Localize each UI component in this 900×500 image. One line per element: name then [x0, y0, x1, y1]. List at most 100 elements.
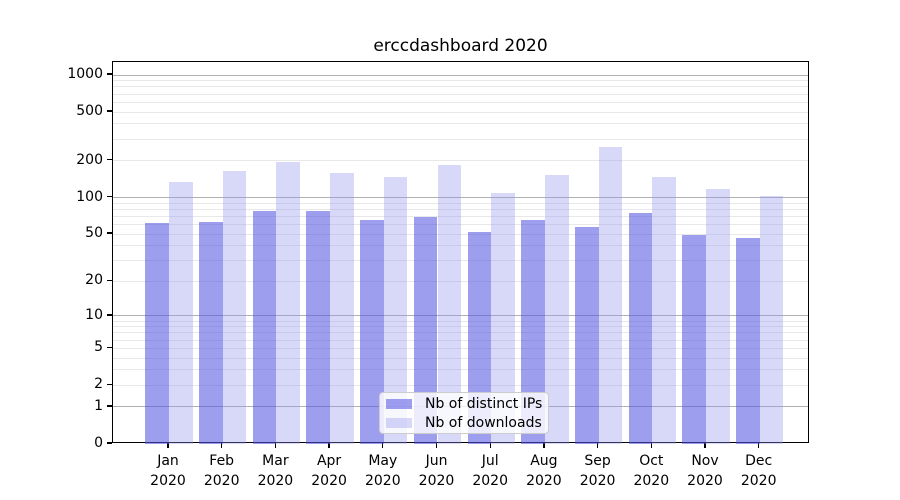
minor-gridline — [113, 280, 808, 282]
minor-gridline — [113, 80, 808, 82]
y-tick-label: 200 — [76, 151, 103, 168]
minor-gridline — [113, 160, 808, 162]
y-tick-label: 500 — [76, 103, 103, 120]
minor-gridline — [113, 347, 808, 349]
x-tick-mark — [328, 443, 330, 448]
bar-distinct-ips — [199, 221, 223, 444]
y-tick-label: 50 — [85, 225, 103, 242]
major-gridline — [113, 197, 808, 199]
y-tick-label: 0 — [94, 435, 103, 451]
y-tick-mark — [107, 405, 112, 407]
x-tick-label: Sep 2020 — [579, 453, 616, 489]
bar-downloads — [652, 177, 676, 444]
y-tick-mark — [107, 110, 112, 112]
x-tick-label: Nov 2020 — [687, 453, 723, 489]
chart-title: erccdashboard 2020 — [373, 36, 548, 56]
minor-gridline — [113, 123, 808, 125]
y-tick-label: 10 — [85, 306, 103, 323]
bar-downloads — [544, 175, 569, 444]
x-tick-mark — [274, 443, 277, 448]
minor-gridline — [113, 260, 808, 262]
bar-downloads — [706, 188, 730, 444]
bar-downloads — [383, 177, 408, 444]
y-tick-mark — [107, 383, 112, 385]
x-tick-label: May 2020 — [364, 453, 401, 489]
x-tick-label: Apr 2020 — [311, 453, 347, 489]
x-tick-label: Aug 2020 — [526, 453, 562, 489]
legend-swatch-distinct-ips-icon — [386, 398, 412, 409]
legend: Nb of distinct IPs Nb of downloads — [379, 392, 549, 434]
minor-gridline — [113, 384, 808, 386]
major-gridline — [113, 74, 808, 76]
y-tick-mark — [107, 279, 112, 282]
bar-distinct-ips — [521, 220, 545, 444]
bar-distinct-ips — [628, 213, 653, 444]
minor-gridline — [113, 101, 808, 103]
x-tick-mark — [221, 443, 223, 448]
minor-gridline — [113, 215, 808, 217]
major-gridline — [113, 315, 808, 317]
minor-gridline — [113, 326, 808, 328]
y-tick-label: 20 — [85, 272, 103, 289]
y-tick-label: 5 — [94, 339, 103, 356]
bar-distinct-ips — [574, 227, 599, 444]
x-tick-label: Feb 2020 — [203, 453, 240, 489]
y-tick-label: 1 — [94, 397, 103, 414]
x-tick-mark — [704, 443, 706, 448]
x-tick-label: Jun 2020 — [418, 453, 455, 489]
y-tick-mark — [107, 73, 112, 75]
minor-gridline — [113, 357, 808, 359]
gridlines-layer — [113, 62, 808, 442]
legend-label: Nb of downloads — [425, 414, 542, 431]
minor-gridline — [113, 369, 808, 371]
x-tick-mark — [650, 443, 652, 448]
bar-distinct-ips — [413, 217, 438, 444]
x-tick-label: Oct 2020 — [633, 453, 670, 489]
x-tick-mark — [382, 443, 384, 448]
x-tick-mark — [435, 443, 438, 448]
y-tick-mark — [107, 159, 112, 161]
x-tick-label: Jul 2020 — [472, 453, 508, 489]
minor-gridline — [113, 138, 808, 140]
y-tick-mark — [107, 232, 112, 234]
bar-downloads — [437, 165, 462, 444]
bar-downloads — [598, 146, 623, 444]
legend-label: Nb of distinct IPs — [425, 395, 543, 412]
minor-gridline — [113, 86, 808, 88]
bar-downloads — [169, 182, 193, 444]
bar-downloads — [222, 171, 247, 444]
minor-gridline — [113, 93, 808, 95]
minor-gridline — [113, 208, 808, 210]
legend-item: Nb of distinct IPs — [386, 395, 543, 412]
minor-gridline — [113, 111, 808, 113]
minor-gridline — [113, 233, 808, 235]
bar-distinct-ips — [467, 231, 492, 444]
y-tick-label: 100 — [76, 188, 103, 205]
bar-downloads — [491, 193, 515, 444]
y-tick-label: 2 — [94, 376, 103, 393]
legend-item: Nb of downloads — [386, 414, 542, 431]
bar-distinct-ips — [252, 210, 277, 444]
x-tick-label: Mar 2020 — [257, 453, 294, 489]
x-tick-mark — [758, 443, 760, 448]
bar-downloads — [330, 173, 354, 444]
minor-gridline — [113, 202, 808, 204]
legend-swatch-downloads-icon — [386, 417, 412, 428]
y-tick-mark — [107, 195, 112, 198]
bar-distinct-ips — [736, 238, 760, 444]
bar-distinct-ips — [306, 211, 331, 444]
bar-distinct-ips — [145, 222, 169, 444]
minor-gridline — [113, 320, 808, 322]
minor-gridline — [113, 245, 808, 247]
minor-gridline — [113, 223, 808, 225]
plot-area — [112, 61, 809, 444]
x-tick-mark — [167, 443, 169, 448]
y-tick-label: 1000 — [67, 66, 103, 83]
bars-layer — [113, 62, 808, 444]
minor-gridline — [113, 339, 808, 341]
x-tick-mark — [489, 443, 491, 448]
minor-gridline — [113, 332, 808, 334]
x-tick-mark — [543, 443, 545, 448]
bar-downloads — [759, 195, 784, 444]
